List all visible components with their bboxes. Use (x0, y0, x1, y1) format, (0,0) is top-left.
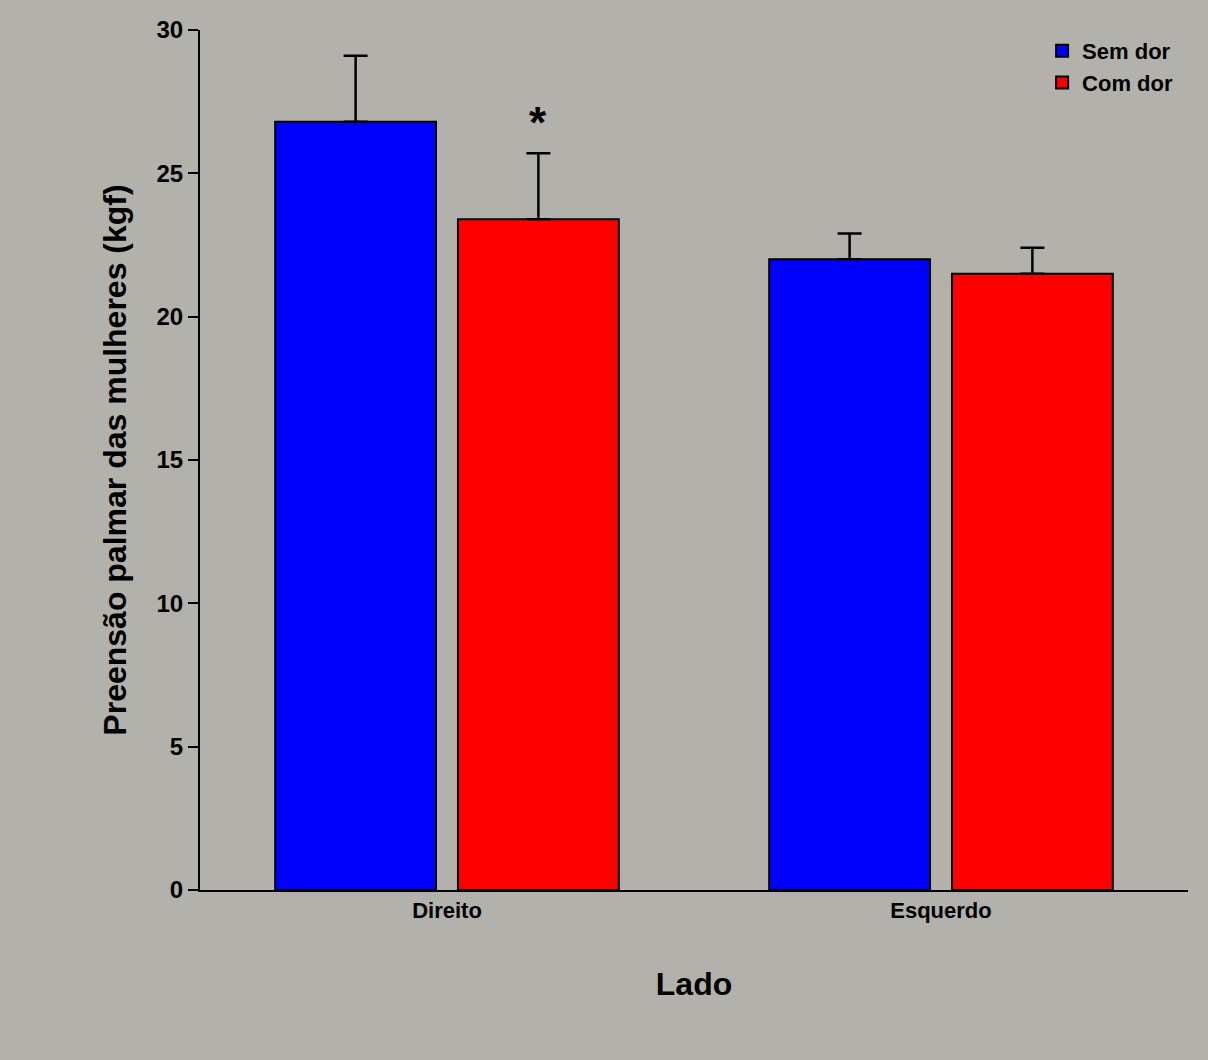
svg-text:Direito: Direito (412, 898, 482, 923)
svg-text:Preensão palmar das mulheres (: Preensão palmar das mulheres (kgf) (97, 184, 133, 735)
svg-text:5: 5 (170, 733, 183, 760)
svg-text:10: 10 (156, 590, 183, 617)
svg-text:Com dor: Com dor (1082, 71, 1173, 96)
svg-text:Esquerdo: Esquerdo (890, 898, 991, 923)
svg-text:0: 0 (170, 876, 183, 903)
svg-text:25: 25 (156, 160, 183, 187)
svg-text:30: 30 (156, 16, 183, 43)
svg-text:15: 15 (156, 446, 183, 473)
svg-text:*: * (529, 98, 547, 147)
svg-text:Sem dor: Sem dor (1082, 39, 1170, 64)
svg-text:Lado: Lado (656, 966, 732, 1002)
svg-text:20: 20 (156, 303, 183, 330)
